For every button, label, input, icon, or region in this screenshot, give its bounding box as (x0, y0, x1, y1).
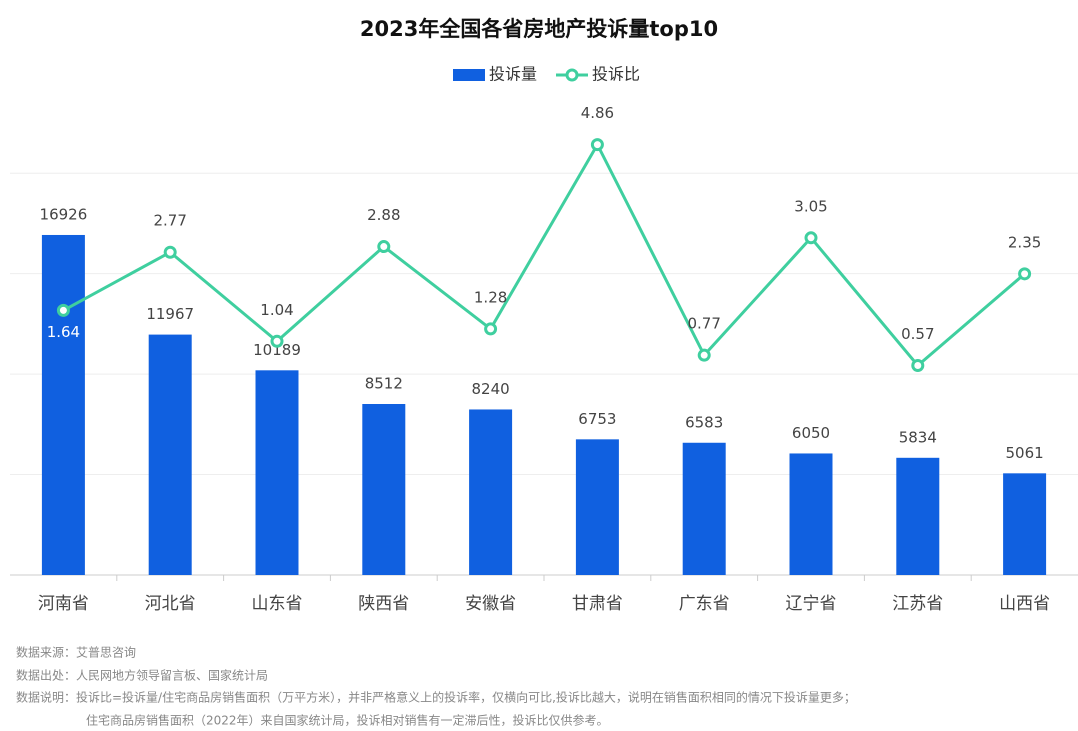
bar (789, 453, 833, 575)
x-tick-label: 江苏省 (892, 594, 943, 614)
bar-value-label: 16926 (40, 205, 88, 223)
bar (255, 370, 299, 575)
legend-swatch (453, 69, 485, 81)
bar-value-label: 8512 (365, 375, 403, 393)
line-value-label: 1.04 (260, 301, 293, 319)
x-tick-label: 广东省 (679, 594, 730, 614)
bar-value-label: 6753 (578, 410, 616, 428)
legend-label: 投诉比 (592, 65, 640, 84)
bar-value-label: 6583 (685, 413, 723, 431)
footnote: 住宅商品房销售面积（2022年）来自国家统计局，投诉相对销售有一定滞后性，投诉比… (86, 713, 609, 728)
bar-value-label: 6050 (792, 424, 830, 442)
line-value-label: 4.86 (581, 104, 614, 122)
footnote: 数据出处：人民网地方领导留言板、国家统计局 (16, 668, 268, 683)
bar-value-label: 11967 (146, 305, 194, 323)
line-value-label: 0.57 (901, 325, 934, 343)
line-point (163, 245, 177, 259)
footnote: 数据来源：艾普思咨询 (16, 645, 136, 660)
bar-value-label: 10189 (253, 341, 301, 359)
x-tick-label: 山西省 (999, 594, 1050, 614)
line-point (56, 303, 70, 317)
line-value-label: 2.77 (153, 212, 186, 230)
x-tick-label: 河南省 (38, 594, 89, 614)
x-tick-label: 山东省 (252, 594, 303, 614)
bar-value-label: 8240 (472, 380, 510, 398)
line-point (270, 334, 284, 348)
x-tick-label: 辽宁省 (786, 594, 837, 614)
bar (41, 234, 85, 575)
footnote: 数据说明：投诉比=投诉量/住宅商品房销售面积（万平方米），并非严格意义上的投诉率… (16, 690, 856, 705)
line-point (590, 138, 604, 152)
line (62, 141, 1026, 368)
line-point (911, 358, 925, 372)
legend-label: 投诉量 (489, 65, 537, 84)
legend-marker (565, 68, 579, 82)
line-value-label: 1.28 (474, 288, 507, 306)
line-value-label: 2.88 (367, 206, 400, 224)
chart-title: 2023年全国各省房地产投诉量top10 (360, 17, 718, 41)
line-point (484, 322, 498, 336)
x-tick-label: 河北省 (145, 594, 196, 614)
bar-value-label: 5834 (899, 428, 937, 446)
line-value-label: 1.64 (47, 323, 80, 341)
line-value-label: 3.05 (794, 197, 827, 215)
bar (1003, 473, 1047, 575)
bar (682, 442, 726, 575)
x-tick-label: 陕西省 (358, 594, 409, 614)
x-tick-label: 安徽省 (465, 594, 516, 614)
line-point (697, 348, 711, 362)
bar-value-label: 5061 (1006, 444, 1044, 462)
bar (148, 334, 192, 575)
line-point (1018, 267, 1032, 281)
x-tick-label: 甘肃省 (572, 594, 623, 614)
bar (469, 409, 513, 575)
line-value-label: 0.77 (687, 315, 720, 333)
line-point (377, 240, 391, 254)
line-value-label: 2.35 (1008, 233, 1041, 251)
bar (362, 404, 406, 575)
line-point (804, 231, 818, 245)
bar (896, 457, 940, 575)
bar (575, 439, 619, 575)
